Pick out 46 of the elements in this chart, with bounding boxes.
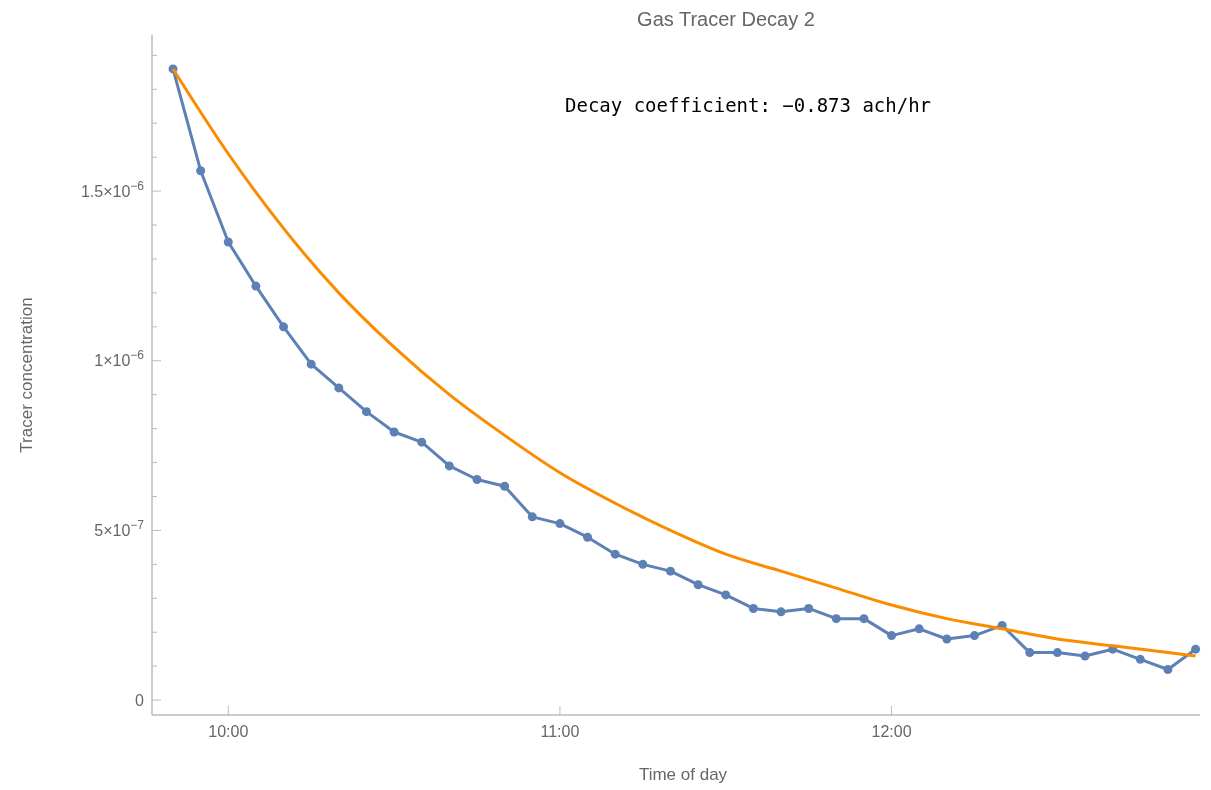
point — [417, 437, 427, 447]
point — [472, 475, 482, 485]
point — [306, 359, 316, 369]
point — [693, 580, 703, 590]
x-axis-title: Time of day — [638, 765, 728, 784]
chart-title: Gas Tracer Decay 2 — [637, 8, 815, 30]
point — [887, 631, 897, 641]
point — [914, 624, 924, 634]
point — [444, 461, 454, 471]
y-tick-label: 0 — [135, 691, 145, 709]
point — [334, 383, 344, 393]
point — [1191, 644, 1201, 654]
point — [583, 532, 593, 542]
point — [942, 634, 952, 644]
point — [1052, 648, 1062, 658]
point — [665, 566, 675, 576]
point — [831, 614, 841, 624]
point — [804, 603, 814, 613]
point — [776, 607, 786, 617]
point — [361, 407, 371, 417]
point — [1135, 654, 1145, 664]
point — [1163, 665, 1173, 675]
point — [748, 603, 758, 613]
point — [279, 322, 289, 332]
point — [389, 427, 399, 437]
y-tick-label: 1.5×10$^{−6}$ — [80, 178, 145, 200]
y-axis-title: Tracer concentration — [17, 297, 36, 453]
point — [969, 631, 979, 641]
point — [1025, 648, 1035, 658]
annotation: Decay coefficient: −0.873 ach/hr — [565, 94, 932, 116]
point — [859, 614, 869, 624]
point — [721, 590, 731, 600]
x-tick-label: 10:00 — [208, 723, 249, 740]
point — [527, 512, 537, 522]
point — [638, 559, 648, 569]
y-tick-label: 5×10$^{−7}$ — [94, 518, 145, 540]
point — [555, 519, 565, 529]
point — [223, 237, 233, 247]
x-tick-label: 12:00 — [871, 723, 912, 740]
point — [251, 281, 261, 291]
point — [196, 166, 206, 176]
y-tick-label: 1×10$^{−6}$ — [94, 348, 145, 370]
point — [500, 481, 510, 491]
x-tick-label: 11:00 — [540, 723, 580, 740]
point — [610, 549, 620, 559]
point — [1080, 651, 1090, 661]
